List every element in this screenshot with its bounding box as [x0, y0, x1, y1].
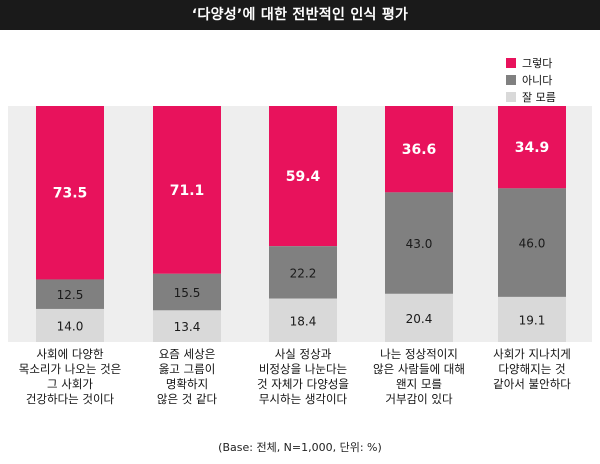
category-label-5: 사회가 지나치게 다양해지는 것 같아서 불안하다 [493, 347, 571, 391]
legend-label-yes: 그렇다 [522, 56, 553, 70]
bar-segment-yes-5 [498, 106, 566, 189]
category-label-1: 사회에 다양한 목소리가 나오는 것은 그 사회가 건강하다는 것이다 [18, 347, 122, 406]
category-label-2: 요즘 세상은 옳고 그름이 명확하지 않은 것 같다 [156, 347, 218, 406]
bar-segment-no-4 [385, 192, 453, 294]
data-label-unknown-1: 14.0 [57, 319, 84, 333]
data-label-unknown-3: 18.4 [290, 314, 317, 328]
legend-swatch-no [506, 74, 516, 85]
bar-segment-no-5 [498, 188, 566, 297]
data-label-yes-4: 36.6 [402, 142, 437, 158]
category-label-3: 사실 정상과 비정상을 나눈다는 것 자체가 다양성을 무시하는 생각이다 [257, 347, 349, 406]
data-label-yes-1: 73.5 [53, 186, 88, 202]
data-label-unknown-4: 20.4 [406, 312, 433, 326]
legend-item-unknown: 잘 모름 [506, 88, 556, 105]
data-label-no-3: 22.2 [290, 266, 317, 280]
data-label-no-5: 46.0 [519, 237, 546, 251]
legend-item-no: 아니다 [506, 71, 556, 88]
bar-segment-unknown-1 [36, 308, 104, 342]
legend-label-no: 아니다 [522, 73, 553, 87]
data-label-no-4: 43.0 [406, 237, 433, 251]
bar-segment-no-1 [36, 279, 104, 309]
data-label-yes-3: 59.4 [286, 169, 321, 185]
legend-label-unknown: 잘 모름 [522, 90, 556, 104]
bar-segment-unknown-3 [269, 298, 337, 342]
bar-segment-yes-2 [153, 106, 221, 274]
bar-segment-unknown-5 [498, 296, 566, 342]
data-label-no-1: 12.5 [57, 288, 84, 302]
data-label-unknown-5: 19.1 [519, 313, 546, 327]
legend-item-yes: 그렇다 [506, 54, 556, 71]
bar-segment-unknown-2 [153, 310, 221, 342]
data-label-yes-2: 71.1 [170, 183, 205, 199]
legend: 그렇다 아니다 잘 모름 [506, 54, 556, 105]
data-label-no-2: 15.5 [174, 286, 201, 300]
category-label-4: 나는 정상적이지 않은 사람들에 대해 왠지 모를 거부감이 있다 [373, 347, 465, 406]
bar-segment-yes-3 [269, 106, 337, 247]
bar-segment-yes-1 [36, 106, 104, 280]
legend-swatch-yes [506, 57, 516, 68]
bar-segment-no-2 [153, 273, 221, 311]
legend-swatch-unknown [506, 91, 516, 102]
data-label-unknown-2: 13.4 [174, 320, 201, 334]
chart-title: ‘다양성’에 대한 전반적인 인식 평가 [0, 0, 600, 30]
bar-segment-no-3 [269, 246, 337, 299]
bar-segment-unknown-4 [385, 293, 453, 342]
bar-segment-yes-4 [385, 106, 453, 193]
base-note: (Base: 전체, N=1,000, 단위: %) [218, 441, 382, 454]
data-label-yes-5: 34.9 [515, 140, 550, 156]
